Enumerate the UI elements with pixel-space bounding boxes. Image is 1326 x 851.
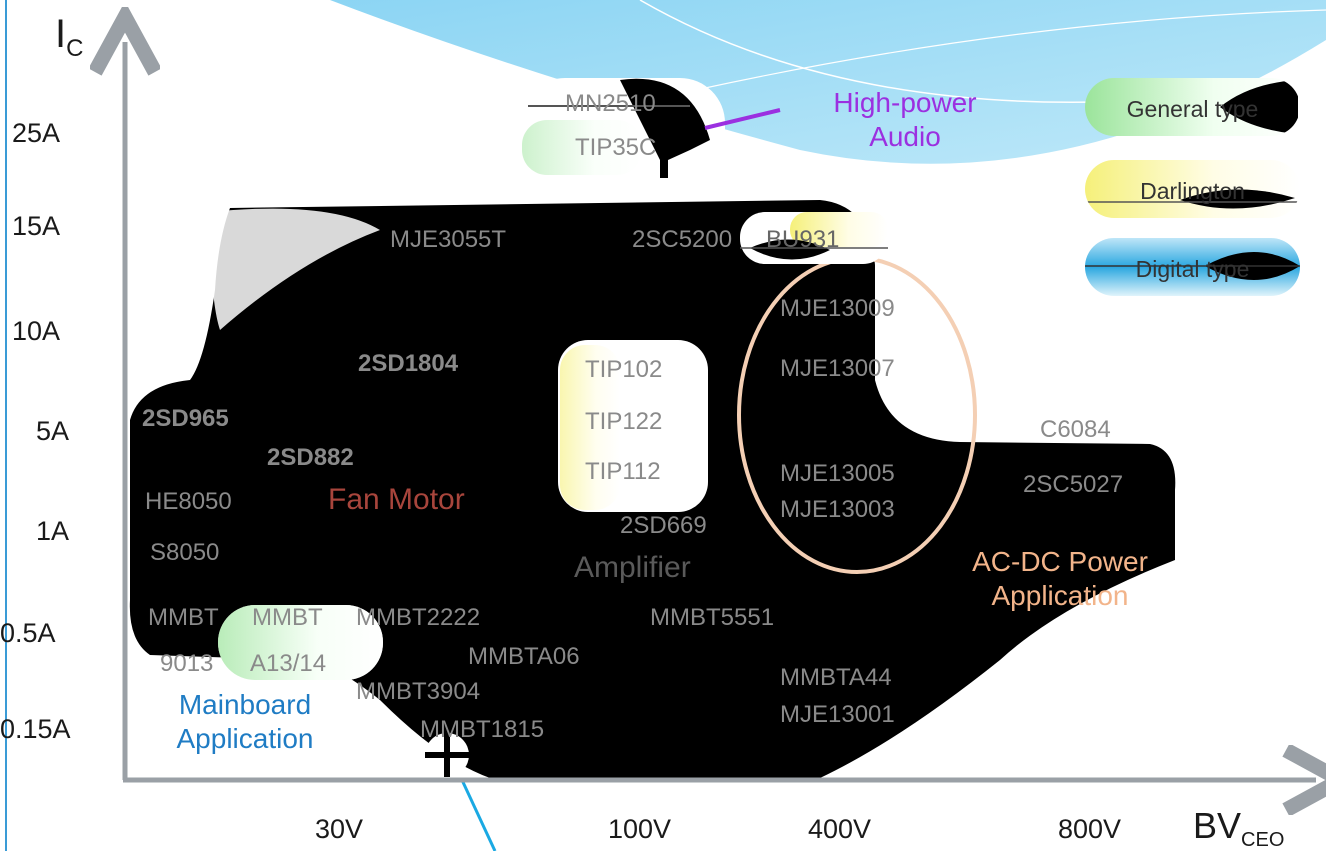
audio-label: High-power Audio bbox=[795, 86, 1015, 153]
part-2sd1804: 2SD1804 bbox=[358, 350, 459, 377]
y-tick-0-15a: 0.15A bbox=[0, 714, 71, 744]
audio-label-line1: High-power bbox=[833, 87, 977, 118]
part-mmbt3904: MMBT3904 bbox=[356, 678, 481, 705]
x-tick-800v: 800V bbox=[1058, 814, 1122, 844]
part-2sc5027: 2SC5027 bbox=[1023, 471, 1124, 498]
part-mn2510: MN2510 bbox=[565, 90, 656, 117]
part-mje13001: MJE13001 bbox=[780, 701, 895, 728]
x-tick-100v: 100V bbox=[608, 814, 672, 844]
part-mmbt2222: MMBT2222 bbox=[356, 604, 481, 631]
acdc-label: AC-DC Power Application bbox=[940, 545, 1180, 612]
mainboard-label-line2: Application bbox=[176, 722, 314, 754]
part-he8050: HE8050 bbox=[145, 488, 232, 515]
part-2sd965: 2SD965 bbox=[142, 405, 229, 432]
part-s8050: S8050 bbox=[150, 539, 220, 566]
x-axis-title-main: BV bbox=[1193, 805, 1242, 846]
y-axis-title: IC bbox=[55, 14, 83, 61]
callout-line bbox=[460, 779, 497, 851]
y-axis-title-main: I bbox=[55, 12, 67, 56]
part-2sc5200: 2SC5200 bbox=[632, 226, 733, 253]
part-c6084: C6084 bbox=[1040, 416, 1111, 443]
part-mmbta06: MMBTA06 bbox=[468, 643, 580, 670]
part-tip112: TIP112 bbox=[585, 458, 661, 485]
x-tick-30v: 30V bbox=[315, 814, 364, 844]
part-mje3055t: MJE3055T bbox=[390, 226, 507, 253]
part-mmbt-9013-sub: 9013 bbox=[160, 650, 214, 677]
part-mmbt-a13-sub: A13/14 bbox=[250, 650, 327, 677]
mainboard-label-line1: Mainboard bbox=[178, 689, 312, 720]
audio-label-line2: Audio bbox=[869, 120, 941, 152]
part-mmbt-a13: MMBT bbox=[252, 604, 323, 631]
part-mmbt5551: MMBT5551 bbox=[650, 604, 775, 631]
part-2sd669: 2SD669 bbox=[620, 512, 707, 539]
part-tip122: TIP122 bbox=[585, 408, 663, 435]
audio-pointer bbox=[704, 108, 781, 130]
part-mmbt-9013: MMBT bbox=[148, 606, 219, 630]
legend-general-label: General type bbox=[1126, 96, 1259, 122]
y-tick-0-5a: 0.5A bbox=[0, 618, 56, 648]
part-tip102: TIP102 bbox=[585, 356, 663, 383]
part-bu931: BU931 bbox=[766, 226, 840, 253]
y-tick-25a: 25A bbox=[12, 118, 61, 148]
part-mmbta44: MMBTA44 bbox=[780, 664, 892, 691]
legend-digital-label: Digital type bbox=[1135, 256, 1250, 282]
y-tick-10a: 10A bbox=[12, 316, 61, 346]
part-tip35c: TIP35C bbox=[575, 134, 657, 161]
acdc-label-line1: AC-DC Power bbox=[972, 546, 1148, 577]
x-tick-400v: 400V bbox=[808, 814, 872, 844]
part-mje13007: MJE13007 bbox=[780, 355, 895, 382]
mainboard-label: Mainboard Application bbox=[140, 688, 350, 755]
y-tick-15a: 15A bbox=[12, 211, 61, 241]
acdc-label-line2: Application bbox=[991, 579, 1129, 611]
part-mmbt1815: MMBT1815 bbox=[420, 716, 545, 743]
amplifier-label: Amplifier bbox=[574, 551, 691, 584]
y-tick-1a: 1A bbox=[36, 516, 70, 546]
legend-darlington: Darlington bbox=[1085, 160, 1300, 218]
y-axis-title-sub: C bbox=[66, 35, 84, 62]
legend-digital: Digital type bbox=[1085, 238, 1300, 296]
part-mje13003: MJE13003 bbox=[780, 496, 895, 523]
legend-general: General type bbox=[1085, 78, 1300, 136]
x-axis-title: BVCEO bbox=[1193, 805, 1285, 851]
part-mje13005: MJE13005 bbox=[780, 460, 895, 487]
legend-darlington-label: Darlington bbox=[1140, 178, 1245, 204]
fan-motor-label: Fan Motor bbox=[328, 483, 465, 516]
part-mje13009: MJE13009 bbox=[780, 295, 895, 322]
x-axis-title-sub: CEO bbox=[1241, 829, 1285, 851]
y-tick-5a: 5A bbox=[36, 416, 70, 446]
part-mmbt-9013-line1: MMBT bbox=[148, 604, 219, 631]
part-2sd882: 2SD882 bbox=[267, 444, 354, 471]
